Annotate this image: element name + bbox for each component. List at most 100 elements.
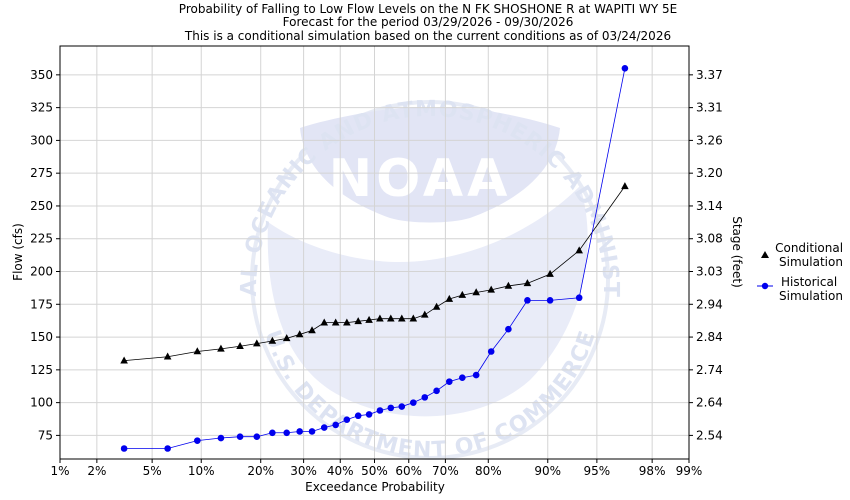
noaa-watermark: NATIONAL OCEANIC AND ATMOSPHERIC ADMINIS…: [0, 0, 622, 463]
conditional-point: [575, 246, 583, 254]
conditional-point: [308, 326, 316, 334]
y-tick-label: 350: [30, 68, 53, 82]
conditional-point: [354, 317, 362, 325]
chart-title-line-2: Forecast for the period 03/29/2026 - 09/…: [283, 15, 574, 29]
conditional-point: [387, 314, 395, 322]
conditional-point: [472, 288, 480, 296]
y2-axis-label: Stage (feet): [730, 216, 744, 288]
legend-marker-conditional: [761, 251, 769, 258]
y-tick-label: 200: [30, 265, 53, 279]
conditional-point: [523, 279, 532, 287]
watermark-wave-bottom: [267, 186, 588, 417]
x-tick-label: 90%: [534, 464, 561, 478]
historical-point: [354, 412, 362, 420]
conditional-point: [487, 285, 496, 293]
x-tick-label: 30%: [290, 464, 317, 478]
historical-point: [575, 294, 583, 302]
conditional-point: [458, 290, 467, 298]
historical-point: [236, 433, 244, 441]
conditional-point: [320, 318, 329, 326]
x-axis-label: Exceedance Probability: [305, 480, 445, 494]
historical-point: [524, 297, 531, 304]
conditional-point: [376, 314, 384, 322]
conditional-point: [120, 356, 128, 364]
historical-point: [365, 411, 373, 418]
y2-tick-label: 3.37: [696, 68, 723, 82]
x-tick-label: 98%: [639, 464, 666, 478]
historical-point: [269, 429, 276, 437]
y-tick-label: 325: [30, 101, 53, 115]
conditional-point: [420, 310, 429, 318]
y2-tick-label: 2.94: [696, 297, 723, 311]
conditional-point: [432, 302, 441, 310]
y2-tick-label: 3.26: [696, 133, 723, 147]
historical-point: [387, 404, 395, 412]
y-tick-label: 300: [30, 133, 53, 147]
x-tick-label: 95%: [584, 464, 611, 478]
y2-tick-label: 2.64: [696, 396, 723, 410]
conditional-point: [253, 339, 261, 347]
chart-title-line-3: This is a conditional simulation based o…: [184, 29, 671, 43]
y-tick-label: 250: [30, 199, 53, 213]
historical-point: [433, 387, 440, 395]
historical-point: [308, 428, 316, 435]
historical-point: [446, 378, 453, 385]
x-tick-label: 40%: [327, 464, 354, 478]
y-axis-label: Flow (cfs): [11, 223, 25, 281]
conditional-series-line: [124, 186, 626, 362]
y2-tick-label: 3.14: [696, 199, 723, 213]
y-tick-label: 100: [30, 396, 53, 410]
x-tick-label: 70%: [432, 464, 459, 478]
conditional-point: [295, 330, 304, 338]
y2-tick-label: 2.74: [696, 363, 723, 377]
x-tick-label: 10%: [188, 464, 215, 478]
historical-point: [320, 424, 328, 431]
x-tick-label: 50%: [361, 464, 388, 478]
conditional-point: [546, 269, 554, 277]
historical-point: [410, 399, 417, 406]
x-tick-label: 20%: [247, 464, 274, 478]
conditional-point: [193, 347, 202, 355]
historical-point: [459, 374, 466, 382]
historical-point: [421, 394, 429, 401]
chart-title-line-1: Probability of Falling to Low Flow Level…: [179, 2, 677, 16]
conditional-point: [445, 294, 454, 302]
conditional-point: [343, 318, 351, 326]
y2-tick-label: 3.20: [696, 166, 723, 180]
conditional-point: [331, 318, 340, 326]
x-tick-label: 99%: [676, 464, 703, 478]
legend-label-historical: Historical Simulation: [779, 275, 843, 303]
historical-point: [621, 64, 629, 72]
conditional-point: [365, 315, 373, 323]
conditional-point: [268, 336, 277, 344]
historical-point: [343, 416, 351, 423]
y2-tick-label: 3.08: [696, 232, 723, 246]
ticks-layer: 1% 2% 5% 10% 20% 30% 40% 50% 60% 70% 80% 90% 95% 98% 9…: [30, 68, 723, 478]
y-tick-label: 125: [30, 363, 53, 377]
x-tick-label: 60%: [395, 464, 422, 478]
y2-tick-label: 3.31: [696, 101, 723, 115]
historical-point: [253, 433, 261, 441]
historical-point: [472, 371, 480, 379]
conditional-point: [217, 344, 225, 352]
historical-point: [376, 407, 384, 414]
historical-point: [487, 348, 495, 355]
series-layer: [120, 64, 629, 452]
plot-frame: [59, 45, 690, 460]
legend-marker-historical: [761, 282, 769, 290]
conditional-point: [621, 182, 629, 190]
historical-point: [194, 437, 201, 444]
conditional-point: [163, 352, 172, 360]
x-tick-label: 2%: [87, 464, 106, 478]
legend-label-conditional: Conditional Simulation: [775, 241, 847, 269]
historical-point: [217, 434, 225, 442]
y-tick-label: 150: [30, 330, 53, 344]
y2-tick-label: 2.84: [696, 330, 723, 344]
y-tick-label: 175: [30, 297, 53, 311]
historical-point: [505, 325, 512, 333]
watermark-logo-text: NOAA: [329, 149, 512, 209]
y-tick-label: 75: [38, 428, 53, 442]
watermark-bird-top: [300, 107, 560, 223]
y2-tick-label: 2.54: [696, 428, 723, 442]
